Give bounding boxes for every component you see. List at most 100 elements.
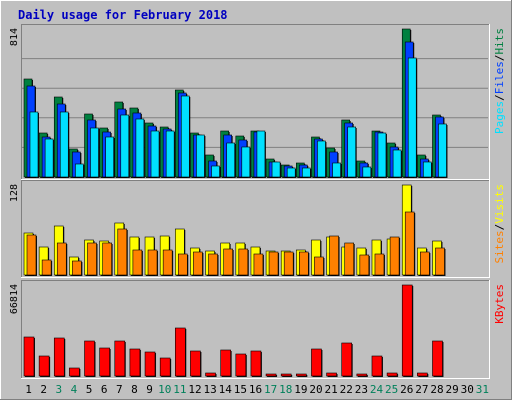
x-tick-label: 2 [40,383,47,396]
x-tick-label: 18 [279,383,292,396]
bar-sites [223,248,233,276]
bar-kbytes [235,353,247,377]
legend-entry: Visits [493,184,506,224]
x-tick-label: 23 [355,383,368,396]
bar-sites [359,254,370,276]
x-tick-label: 22 [340,383,353,396]
bar-pages [44,138,54,178]
bar-pages [423,161,432,178]
bar-pages [317,140,326,178]
bar-sites [193,251,203,276]
bar-kbytes [250,350,262,377]
bar-sites [56,242,67,276]
bar-sites [26,234,37,276]
bar-kbytes [356,373,368,377]
bar-sites [374,253,385,276]
chart-title: Daily usage for February 2018 [18,8,228,22]
bar-sites [435,247,445,276]
bar-kbytes [371,355,383,377]
bar-sites [329,235,339,276]
x-tick-label: 4 [71,383,78,396]
bar-pages [392,149,402,178]
bar-sites [41,259,52,276]
x-tick-label: 20 [309,383,322,396]
bar-kbytes [296,373,307,377]
bar-pages [165,130,175,178]
bar-sites [208,253,218,276]
bar-sites [268,251,279,276]
bar-kbytes [53,337,65,377]
x-tick-label: 1 [25,383,32,396]
bar-pages [180,95,190,178]
bar-kbytes [23,336,35,377]
bar-sites [147,249,158,276]
bar-pages [196,134,205,178]
bar-pages [271,161,281,178]
x-tick-label: 21 [325,383,338,396]
bar-pages [211,165,220,178]
bar-pages [120,114,130,178]
bar-kbytes [144,351,156,377]
y-max-label: 128 [9,184,20,202]
bar-sites [420,251,430,276]
bar-pages [150,130,160,178]
x-tick-label: 17 [264,383,277,396]
bar-kbytes [99,347,110,377]
bar-sites [344,242,355,276]
bar-sites [404,211,415,276]
bar-pages [59,111,69,178]
bar-pages [105,136,114,178]
x-tick-label: 27 [415,383,428,396]
x-tick-label: 14 [219,383,233,396]
legend-entry: Sites [493,230,506,263]
bar-sites [132,249,143,276]
x-tick-label: 31 [476,383,489,396]
bar-pages [29,111,39,178]
bar-sites [177,253,188,276]
x-tick-label: 26 [400,383,413,396]
x-tick-label: 15 [234,383,247,396]
bar-sites [102,242,112,276]
y-max-label: 66814 [9,284,20,314]
x-tick-label: 12 [188,383,201,396]
bar-kbytes [159,357,171,377]
bar-sites [253,253,264,276]
legend-entry: Pages [493,101,506,134]
bar-sites [299,251,309,276]
bar-kbytes [311,348,322,377]
bar-pages [286,167,296,178]
legend-entry: Files [493,61,506,94]
bar-kbytes [129,348,141,377]
x-tick-label: 29 [446,383,459,396]
bar-sites [389,236,400,276]
bar-kbytes [432,340,443,377]
x-tick-label: 13 [203,383,216,396]
bar-sites [238,248,249,276]
bar-pages [135,118,145,178]
bar-pages [438,123,447,178]
bar-sites [87,242,97,276]
bar-pages [362,166,372,178]
bar-kbytes [417,372,428,377]
bar-kbytes [265,373,277,377]
x-tick-label: 7 [116,383,123,396]
legend-entry: Hits [493,28,506,55]
bar-pages [256,130,266,178]
x-tick-label: 9 [146,383,153,396]
x-tick-label: 19 [294,383,307,396]
legend-entry: / [493,55,506,62]
x-tick-label: 24 [370,383,384,396]
bar-kbytes [84,340,95,377]
bar-kbytes [341,342,353,377]
bar-pages [332,162,341,178]
x-tick-label: 28 [430,383,443,396]
x-tick-label: 5 [86,383,93,396]
bar-kbytes [114,340,126,377]
bar-sites [72,260,82,276]
bar-kbytes [326,372,337,377]
x-tick-label: 8 [131,383,138,396]
bar-sites [162,249,173,276]
bar-pages [226,142,235,178]
x-tick-label: 11 [173,383,186,396]
